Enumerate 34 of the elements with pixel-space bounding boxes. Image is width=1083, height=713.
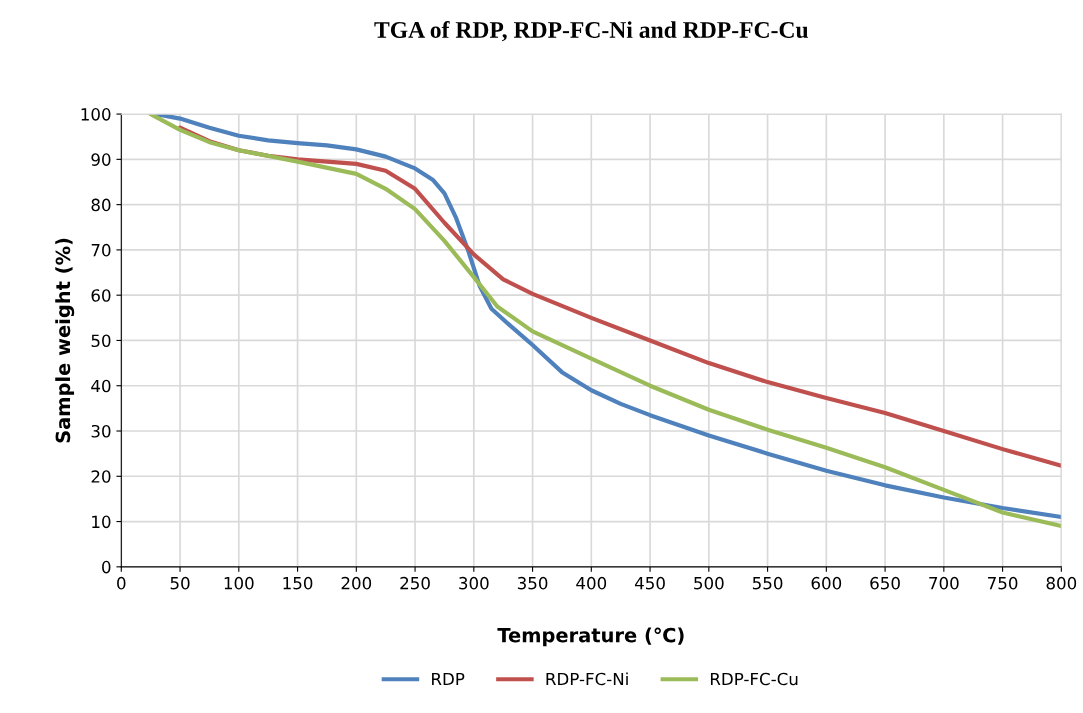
y-tick-label: 80: [91, 198, 111, 212]
y-tick-label: 60: [91, 289, 111, 302]
x-tick-label: 400: [576, 576, 607, 590]
y-tick-label: 30: [91, 424, 111, 438]
x-tick-label: 350: [517, 576, 548, 590]
x-tick-label: 500: [694, 576, 724, 590]
x-tick-label: 750: [988, 576, 1018, 590]
y-tick-label: 70: [91, 243, 111, 257]
legend-label: RDP-FC-Ni: [546, 672, 628, 686]
x-tick-label: 100: [224, 576, 254, 590]
y-tick-label: 90: [91, 153, 111, 166]
x-tick-label: 450: [634, 576, 665, 590]
x-tick-label: 200: [341, 576, 372, 590]
y-tick-label: 10: [92, 515, 111, 529]
x-tick-label: 600: [811, 576, 842, 590]
x-tick-label: 650: [870, 576, 900, 590]
y-tick-label: 40: [91, 379, 111, 393]
x-tick-label: 50: [170, 576, 190, 590]
y-tick-label: 20: [91, 470, 111, 483]
y-tick-label: 0: [102, 560, 111, 574]
y-tick-label: 100: [81, 108, 111, 121]
x-tick-label: 250: [400, 576, 430, 590]
x-axis-title: Temperature (℃): [497, 627, 684, 647]
y-tick-label: 50: [91, 334, 111, 348]
x-tick-label: 800: [1046, 576, 1077, 590]
legend-label: RDP-FC-Cu: [710, 672, 798, 686]
legend-label: RDP: [432, 672, 465, 686]
x-tick-label: 300: [459, 576, 489, 590]
x-tick-label: 0: [117, 576, 126, 590]
y-axis-title: Sample weight (%): [55, 238, 75, 443]
x-tick-label: 550: [752, 576, 783, 590]
chart-title: TGA of RDP, RDP-FC-Ni and RDP-FC-Cu: [374, 21, 809, 42]
x-tick-label: 150: [283, 576, 313, 590]
x-tick-label: 700: [929, 576, 959, 590]
